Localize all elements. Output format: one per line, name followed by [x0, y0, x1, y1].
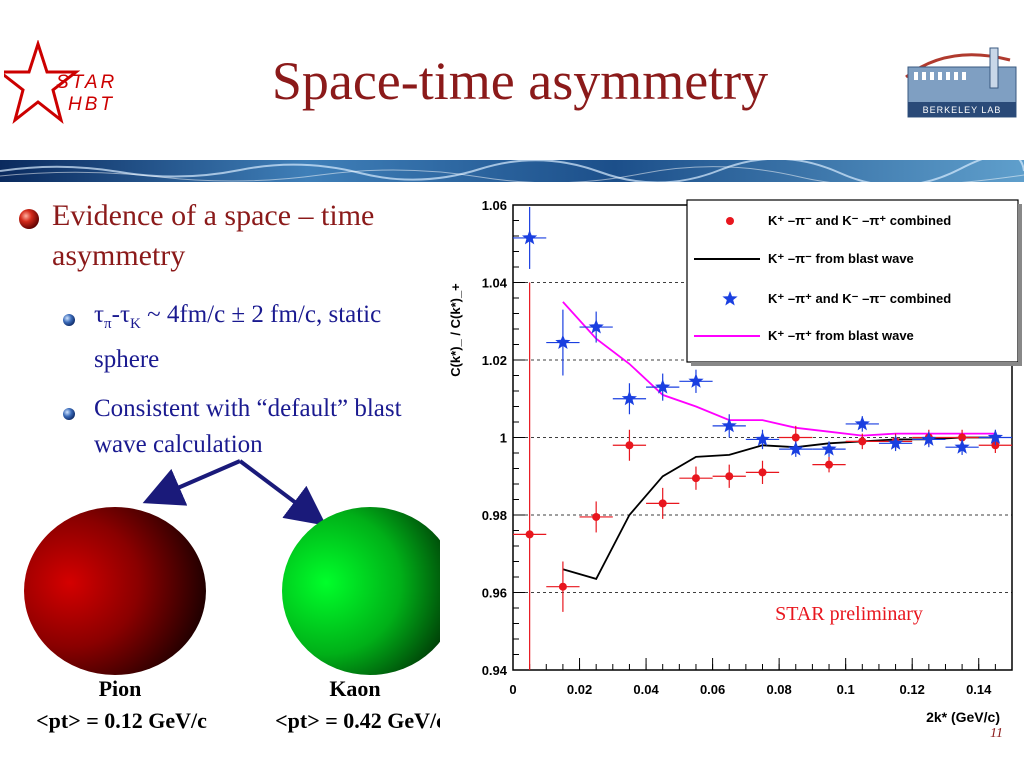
logo-hbt-text: HBT — [68, 94, 115, 115]
decorative-wave-band — [0, 160, 1024, 182]
data-point — [858, 437, 867, 446]
kaon-label: Kaon — [329, 676, 381, 701]
legend-label: K⁺ –π⁺ and K⁻ –π⁻ combined — [768, 291, 951, 306]
y-tick-label: 0.96 — [482, 586, 507, 601]
legend-label: K⁺ –π⁻ from blast wave — [768, 251, 914, 266]
data-point — [525, 530, 534, 539]
x-tick-label: 0.04 — [633, 682, 659, 697]
legend-marker — [726, 217, 734, 225]
y-tick-label: 1 — [500, 431, 507, 446]
tau-symbol: τ — [119, 301, 130, 328]
data-point — [621, 390, 637, 406]
pi-subscript: π — [104, 316, 112, 332]
x-tick-label: 0.14 — [966, 682, 992, 697]
blast-wave-line — [562, 301, 996, 437]
pion-label: Pion — [98, 676, 142, 701]
data-point — [987, 429, 1003, 444]
y-tick-label: 1.04 — [482, 276, 508, 291]
y-tick-label: 0.94 — [482, 663, 508, 678]
x-tick-label: 0.08 — [766, 682, 791, 697]
data-point — [725, 472, 734, 481]
x-tick-label: 0.02 — [567, 682, 592, 697]
y-tick-label: 1.02 — [482, 353, 507, 368]
data-point — [754, 431, 771, 446]
arrows-icon — [142, 459, 327, 526]
data-point — [655, 379, 671, 394]
dash: - — [111, 301, 120, 328]
k-subscript: K — [130, 316, 141, 332]
data-point — [625, 441, 634, 450]
data-point — [555, 334, 571, 349]
berkeley-lab-logo: BERKELEY LAB — [905, 47, 1017, 118]
chart-legend: K⁺ –π⁻ and K⁻ –π⁺ combined K⁺ –π⁻ from bl… — [686, 199, 1022, 366]
data-point — [522, 229, 538, 245]
y-axis-ticks: 0.94 0.96 0.98 1 1.02 1.04 1.06 — [482, 198, 525, 678]
data-points — [513, 206, 1012, 670]
kaon-sphere — [282, 507, 458, 675]
data-point — [921, 431, 937, 446]
sub-bullet-icon — [63, 408, 75, 420]
pion-sphere — [24, 507, 206, 675]
y-tick-label: 0.98 — [482, 508, 507, 523]
tau-rest-text: ~ 4fm/c ± 2 fm/c, static sphere — [94, 301, 382, 373]
page-number: 11 — [990, 726, 1003, 741]
data-point — [954, 439, 970, 454]
data-point — [691, 474, 700, 483]
data-point — [558, 582, 567, 591]
data-point — [788, 441, 804, 456]
x-tick-label: 0.12 — [900, 682, 925, 697]
legend-marker — [722, 291, 738, 306]
x-tick-label: 0 — [509, 682, 516, 697]
data-point — [888, 435, 904, 450]
data-point — [658, 499, 667, 508]
star-hbt-logo: STAR HBT — [4, 40, 117, 124]
pion-pt-label: <pt> = 0.12 GeV/c — [36, 708, 207, 733]
y-axis-label: C(k*)_ / C(k*)_+ — [448, 283, 463, 377]
lab-logo-text: BERKELEY LAB — [923, 105, 1002, 115]
data-point — [592, 512, 601, 521]
data-point — [758, 468, 767, 477]
data-point — [821, 441, 837, 456]
data-point — [721, 417, 737, 433]
legend-label: K⁺ –π⁻ and K⁻ –π⁺ combined — [768, 213, 951, 228]
data-point — [825, 460, 834, 469]
data-point — [854, 415, 870, 431]
star-preliminary-annotation: STAR preliminary — [775, 603, 923, 625]
data-point — [688, 373, 704, 388]
x-tick-label: 0.06 — [700, 682, 725, 697]
main-bullet: Evidence of a space – time asymmetry — [52, 199, 375, 272]
sub-bullet-blastwave: Consistent with “default” blast wave cal… — [94, 395, 402, 458]
legend-label: K⁺ –π⁺ from blast wave — [768, 328, 914, 343]
logo-star-text: STAR — [56, 72, 117, 93]
sub-bullet-tau: τπ-τK ~ 4fm/c ± 2 fm/c, static sphere — [94, 297, 444, 378]
x-tick-label: 0.1 — [837, 682, 855, 697]
slide-title: Space-time asymmetry — [271, 51, 769, 111]
data-point — [958, 433, 967, 442]
data-point — [588, 319, 604, 334]
sub-bullet-icon — [63, 314, 75, 326]
x-axis-ticks: 0 0.02 0.04 0.06 0.08 0.1 0.12 0.14 — [509, 658, 1013, 697]
bullet-ball-icon — [19, 209, 39, 229]
tau-symbol: τ — [94, 301, 105, 328]
data-point — [791, 433, 800, 442]
kaon-pt-label: <pt> = 0.42 GeV/c — [275, 708, 446, 733]
x-axis-label: 2k* (GeV/c) — [926, 709, 1000, 725]
y-tick-label: 1.06 — [482, 198, 507, 213]
